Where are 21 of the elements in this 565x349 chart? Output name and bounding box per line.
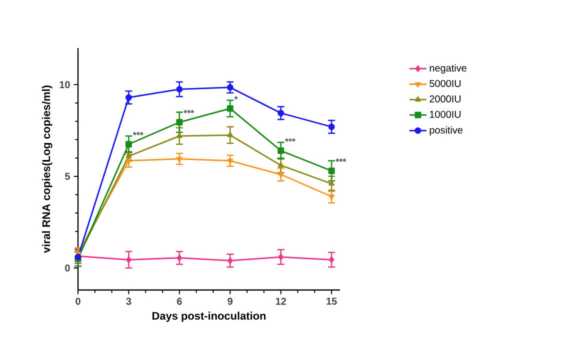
annotation: *	[234, 96, 238, 100]
x-tick-label: 3	[126, 298, 132, 305]
legend-label: 2000IU	[430, 95, 461, 102]
legend-label: negative	[430, 64, 466, 74]
x-tick-label: 6	[177, 298, 182, 305]
x-tick-label: 12	[276, 298, 286, 305]
annotation: ***	[132, 132, 144, 136]
x-tick-label: 0	[76, 298, 80, 305]
x-axis-title: Days post-inoculation	[152, 312, 266, 322]
legend-label: 5000IU	[430, 80, 461, 88]
legend-label: 1000IU	[430, 110, 461, 118]
y-tick-label: 10	[60, 81, 70, 88]
x-tick-label: 9	[228, 298, 233, 305]
annotation: ***	[184, 110, 194, 114]
annotation: ***	[336, 158, 346, 162]
y-tick-label: 0	[65, 264, 70, 272]
y-axis-title: viral RNA copies(Log copies/ml)	[42, 86, 52, 253]
legend-label: positive	[430, 126, 463, 136]
x-tick-label: 15	[326, 298, 337, 305]
y-tick-label: 5	[65, 172, 70, 180]
annotation: ***	[285, 138, 296, 142]
